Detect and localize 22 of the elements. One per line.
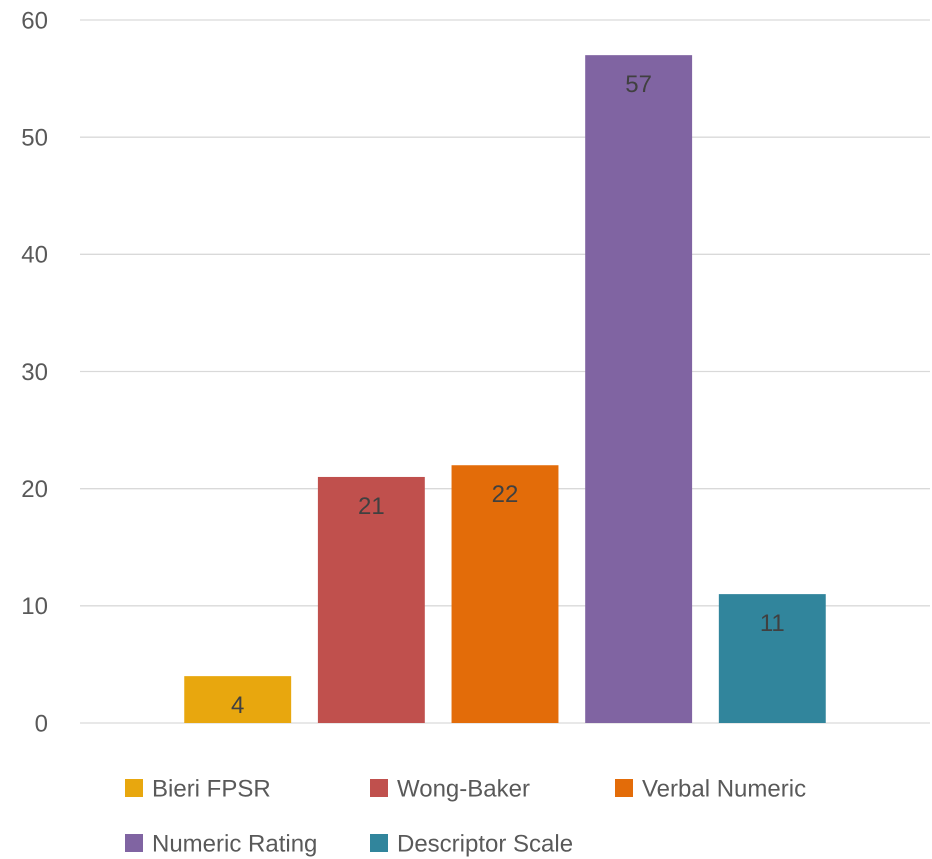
y-tick-label: 30 <box>21 358 48 386</box>
bar <box>585 55 692 723</box>
bar <box>452 465 558 723</box>
y-tick-label: 0 <box>34 710 48 738</box>
data-label: 22 <box>492 481 518 508</box>
y-tick-label: 40 <box>21 242 48 269</box>
y-tick-label: 20 <box>21 476 48 504</box>
legend-label: Descriptor Scale <box>397 830 574 858</box>
legend-label: Bieri FPSR <box>152 775 271 802</box>
legend-label: Verbal Numeric <box>642 775 806 802</box>
legend-label: Wong-Baker <box>397 775 530 802</box>
data-label: 21 <box>358 492 385 520</box>
data-label: 4 <box>231 692 244 720</box>
y-tick-label: 50 <box>21 124 48 152</box>
data-label: 11 <box>760 610 785 638</box>
bar <box>718 594 826 723</box>
y-tick-label: 60 <box>21 7 48 34</box>
bar <box>184 676 292 723</box>
bar <box>318 476 425 723</box>
data-label: 57 <box>625 71 652 98</box>
y-tick-label: 10 <box>21 593 48 620</box>
legend-label: Numeric Rating <box>152 830 318 858</box>
